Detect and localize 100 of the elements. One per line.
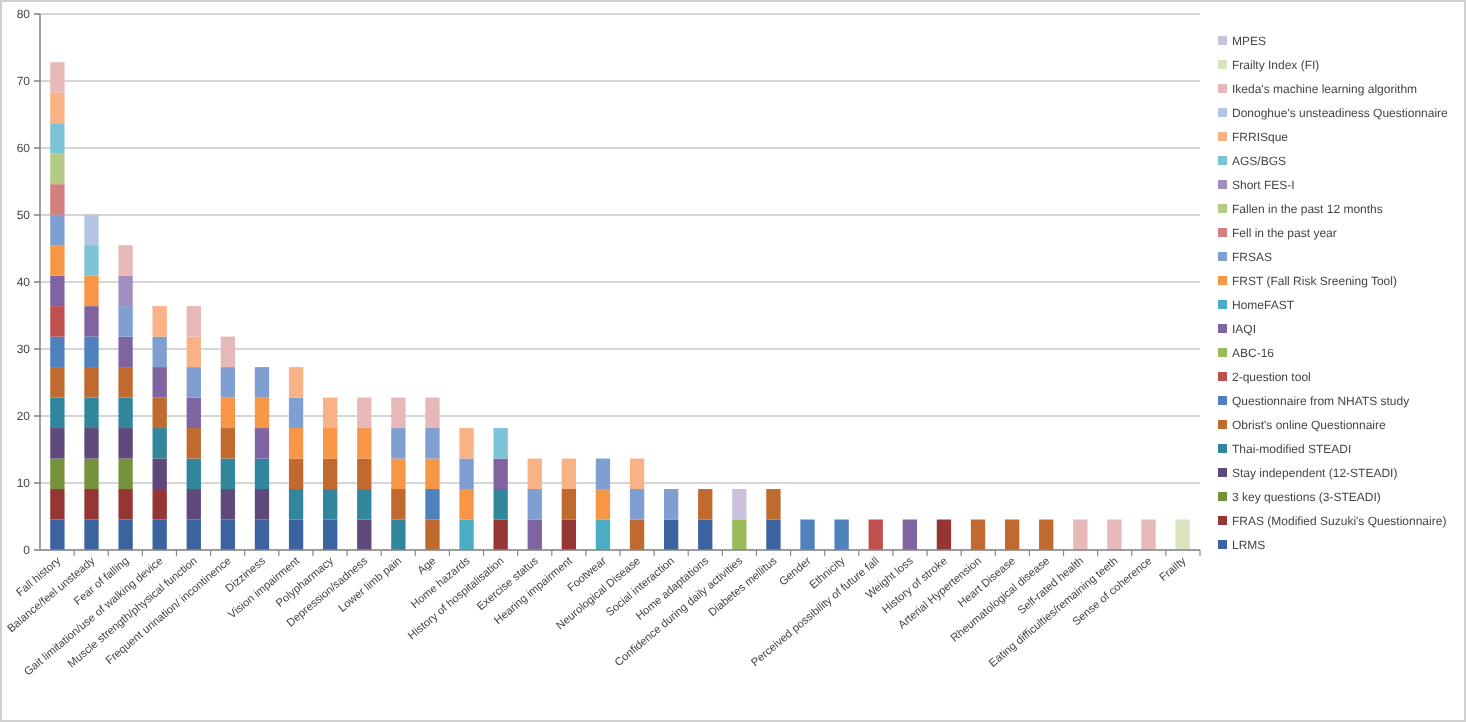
bar [186, 397, 201, 429]
bar [288, 458, 304, 490]
bar [732, 519, 747, 550]
bar [84, 458, 99, 490]
bar [84, 428, 99, 459]
bar [936, 519, 952, 550]
bar [1141, 519, 1156, 550]
bar [84, 336, 99, 368]
bar [357, 458, 372, 490]
bar [595, 519, 611, 550]
bar [391, 489, 406, 520]
bar [50, 397, 65, 429]
bar [118, 336, 133, 368]
bar [357, 397, 372, 429]
bar [357, 428, 372, 459]
bar [118, 458, 133, 490]
bar [186, 519, 201, 550]
bar [186, 489, 201, 520]
bar [732, 489, 747, 520]
bar [152, 306, 167, 337]
bar [152, 367, 167, 398]
bar [254, 519, 270, 550]
bar [84, 306, 99, 337]
bar [561, 458, 577, 490]
bar [391, 458, 406, 490]
bar [1039, 519, 1054, 550]
bar [84, 367, 99, 398]
bar [50, 489, 65, 520]
bar [50, 458, 65, 490]
bar [50, 62, 65, 93]
bar [595, 489, 611, 520]
bar [391, 519, 406, 550]
bar [493, 489, 508, 520]
bar [50, 92, 65, 124]
bar [391, 397, 406, 429]
bar [84, 489, 99, 520]
bar [323, 489, 338, 520]
bar [663, 489, 679, 520]
bar [118, 519, 133, 550]
bar [288, 519, 304, 550]
bar [254, 367, 270, 398]
bar [425, 519, 440, 550]
bar [663, 519, 679, 550]
bar [323, 428, 338, 459]
bar [323, 397, 338, 429]
bar [118, 489, 133, 520]
bar [629, 519, 645, 550]
bar [50, 214, 65, 246]
bar [84, 214, 99, 246]
bar [118, 428, 133, 459]
bar [561, 489, 577, 520]
bar [288, 489, 304, 520]
bar [323, 519, 338, 550]
bar [152, 397, 167, 429]
bar [220, 428, 236, 459]
bar [118, 275, 133, 307]
bar [50, 245, 65, 276]
bar [152, 458, 167, 490]
bar [527, 519, 542, 550]
bar [425, 489, 440, 520]
bar [493, 428, 508, 459]
bar [50, 428, 65, 459]
bar [459, 458, 474, 490]
bar [50, 184, 65, 215]
bar [254, 489, 270, 520]
bar [834, 519, 849, 550]
bar [152, 428, 167, 459]
bar [84, 397, 99, 429]
bar [1175, 519, 1190, 550]
bar [1107, 519, 1122, 550]
bar [220, 458, 236, 490]
bar [698, 519, 713, 550]
bar [766, 489, 781, 520]
bar [391, 428, 406, 459]
bar [288, 397, 304, 429]
bar [1073, 519, 1088, 550]
bar [50, 275, 65, 307]
bar [50, 123, 65, 154]
bar [50, 367, 65, 398]
bar [152, 489, 167, 520]
bar [629, 458, 645, 490]
bar [118, 306, 133, 337]
bar [323, 458, 338, 490]
bar [186, 458, 201, 490]
bar [220, 397, 236, 429]
bar [186, 336, 201, 368]
bar [288, 428, 304, 459]
bar [459, 519, 474, 550]
bar [629, 489, 645, 520]
bar [152, 336, 167, 368]
bar [357, 489, 372, 520]
bar [800, 519, 815, 550]
bar [868, 519, 883, 550]
bar [459, 428, 474, 459]
bar [357, 519, 372, 550]
bar [152, 519, 167, 550]
bar [493, 458, 508, 490]
bar [220, 519, 236, 550]
bar [902, 519, 917, 550]
bar [1004, 519, 1020, 550]
